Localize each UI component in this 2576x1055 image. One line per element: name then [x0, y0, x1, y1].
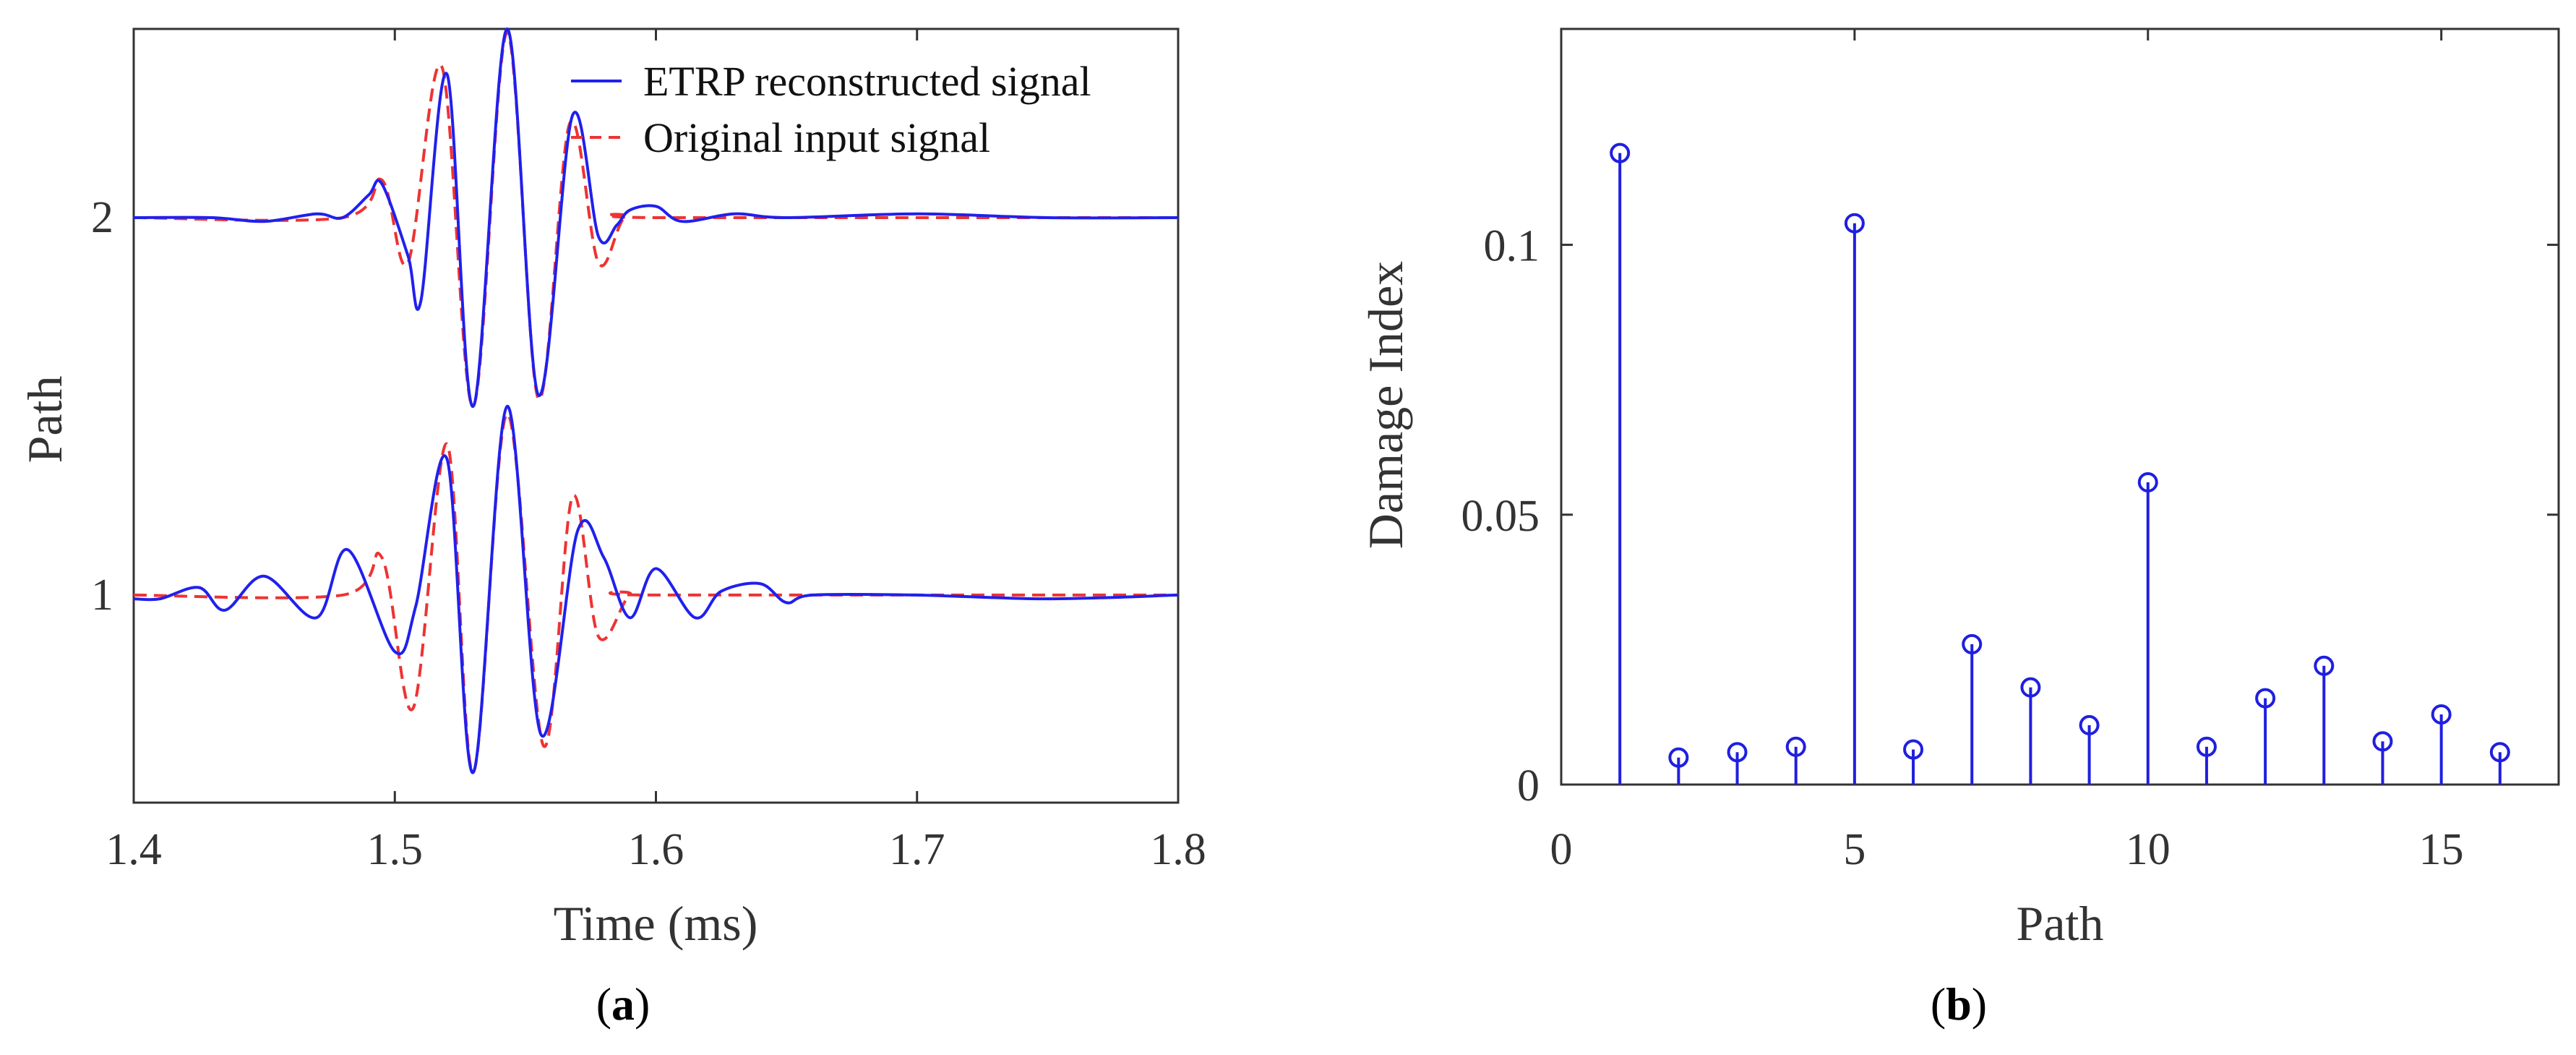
stem-marker-path-16: [2489, 742, 2510, 763]
panel-b-x-tick-label: 15: [2419, 825, 2464, 874]
caption-paren-open: (: [1931, 978, 1946, 1030]
caption-paren-close: ): [635, 978, 650, 1030]
stem-marker-path-14: [2372, 731, 2393, 752]
panel-b-x-axis-label: Path: [2017, 896, 2104, 951]
caption-letter: b: [1946, 978, 1972, 1030]
reconstructed-signal-path-1: [133, 404, 1179, 774]
original-signal-path-2: [133, 31, 1178, 408]
panel-b-plot-frame: [1560, 27, 2560, 786]
stem-marker-path-12: [2255, 688, 2276, 709]
panel-a-y-tick-label: 2: [91, 193, 113, 242]
panel-a-x-tick-label: 1.6: [628, 825, 684, 874]
stem-marker-path-9: [2079, 714, 2100, 735]
panel-a-y-tick-label: 1: [91, 571, 113, 620]
legend-label-original: Original input signal: [643, 114, 990, 161]
panel-b-ticks: 0 5 10 15 0 0.05 0.1: [1461, 29, 2559, 874]
panel-b: 0 5 10 15 0 0.05 0.1 Path Damage Index (b): [1358, 27, 2560, 1030]
panel-a-x-axis-label: Time (ms): [554, 896, 758, 951]
stem-marker-path-5: [1844, 213, 1865, 234]
panel-a-caption: (a): [596, 978, 651, 1030]
panel-a-legend: ETRP reconstructed signal Original input…: [571, 58, 1091, 161]
panel-a: 1.4 1.5 1.6 1.7 1.8 1 2 ETRP reconstructed sig…: [17, 27, 1206, 1030]
stem-marker-path-6: [1903, 739, 1924, 760]
panel-b-caption: (b): [1931, 978, 1987, 1030]
panel-b-stems: [1610, 142, 2510, 785]
stem-marker-path-15: [2431, 704, 2452, 725]
stem-marker-path-7: [1962, 633, 1983, 654]
panel-a-ticks: 1.4 1.5 1.6 1.7 1.8 1 2: [91, 29, 1206, 874]
panel-b-x-tick-label: 5: [1843, 825, 1866, 874]
stem-marker-path-4: [1785, 736, 1806, 757]
stem-marker-path-11: [2196, 736, 2217, 757]
panel-a-x-tick-label: 1.4: [106, 825, 162, 874]
panel-b-y-tick-label: 0.05: [1461, 492, 1540, 541]
panel-b-x-tick-label: 10: [2126, 825, 2171, 874]
caption-paren-close: ): [1972, 978, 1987, 1030]
panel-a-traces: [133, 27, 1179, 774]
panel-a-y-axis-label: Path: [17, 376, 72, 464]
stem-marker-path-10: [2137, 472, 2158, 492]
original-signal-path-1: [133, 412, 1178, 774]
stem-marker-path-1: [1610, 142, 1631, 163]
panel-b-y-axis-label: Damage Index: [1358, 261, 1413, 549]
stem-marker-path-2: [1668, 747, 1689, 768]
panel-b-y-tick-label: 0.1: [1484, 222, 1540, 271]
panel-a-x-tick-label: 1.5: [367, 825, 424, 874]
caption-paren-open: (: [596, 978, 611, 1030]
caption-letter: a: [611, 978, 635, 1030]
legend-label-reconstructed: ETRP reconstructed signal: [643, 58, 1091, 105]
stem-marker-path-13: [2314, 655, 2335, 676]
stem-marker-path-8: [2020, 677, 2041, 698]
panel-a-x-tick-label: 1.8: [1150, 825, 1206, 874]
panel-b-y-tick-label: 0: [1517, 761, 1540, 811]
stem-marker-path-3: [1727, 742, 1748, 763]
panel-b-x-tick-label: 0: [1550, 825, 1573, 874]
panel-a-x-tick-label: 1.7: [889, 825, 945, 874]
reconstructed-signal-path-2: [133, 27, 1179, 408]
